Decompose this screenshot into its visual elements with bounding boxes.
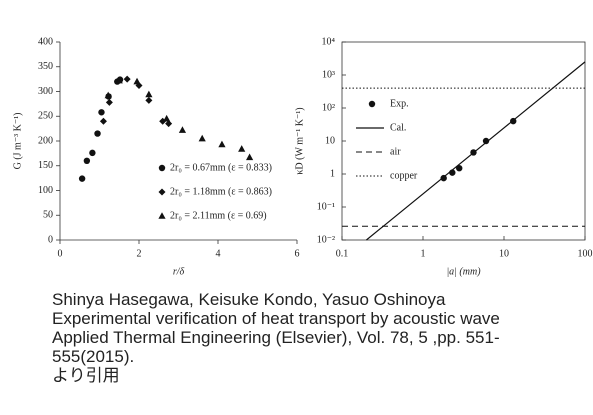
caption-line: より引用 — [52, 366, 120, 385]
legend-label: 2r₀ = 1.18mm (ε = 0.863) — [170, 186, 272, 197]
legend-label: Cal. — [390, 122, 406, 133]
y-tick-label: 50 — [43, 210, 53, 221]
x-tick-label: 0.1 — [336, 248, 349, 259]
marker — [218, 140, 226, 148]
marker — [246, 153, 254, 161]
x-tick-label: 4 — [216, 248, 221, 259]
caption-line: Shinya Hasegawa, Keisuke Kondo, Yasuo Os… — [52, 290, 446, 309]
marker — [98, 109, 105, 116]
plot-frame — [341, 41, 586, 241]
marker — [198, 134, 206, 142]
y-tick-label: 10⁴ — [322, 36, 336, 47]
marker — [123, 75, 131, 83]
y-axis-label: G (J m⁻³ K⁻¹) — [12, 113, 23, 170]
y-tick-label: 250 — [38, 111, 53, 122]
y-tick-label: 10² — [322, 102, 335, 113]
legend-label: air — [390, 146, 401, 157]
x-tick-label: 100 — [578, 248, 593, 259]
x-tick-label: 0 — [58, 248, 63, 259]
y-axis-label: κD (W m⁻¹ K⁻¹) — [294, 107, 305, 174]
legend-marker — [368, 100, 376, 108]
y-tick-label: 0 — [48, 234, 53, 245]
x-tick-label: 10 — [499, 248, 509, 259]
marker — [482, 137, 490, 145]
marker — [238, 145, 246, 152]
page: {"chart_data": [ {"type": "scatter", "x_… — [12, 36, 593, 385]
y-tick-label: 10 — [325, 135, 335, 146]
y-tick-label: 100 — [38, 185, 53, 196]
caption-line: Experimental verification of heat transp… — [52, 309, 500, 328]
legend-label: 2r₀ = 2.11mm (ε = 0.69) — [170, 210, 267, 221]
y-tick-label: 400 — [38, 36, 53, 47]
marker — [89, 149, 96, 157]
charts: 0 2 4 6 0 50 100 150 200 250 300 350 400 r/δ G (J m⁻³ … — [12, 36, 593, 277]
y-tick-label: 150 — [38, 160, 53, 171]
marker — [83, 157, 91, 164]
legend-marker — [158, 212, 166, 219]
caption-line: Applied Thermal Engineering (Elsevier), … — [52, 328, 500, 347]
x-tick-label: 1 — [421, 248, 426, 259]
marker — [94, 130, 101, 137]
marker — [105, 98, 113, 106]
y-tick-label: 350 — [38, 61, 53, 72]
x-axis-label: r/δ — [173, 266, 185, 277]
legend-label: 2r₀ = 0.67mm (ε = 0.833) — [170, 162, 272, 173]
x-tick-label: 6 — [295, 248, 300, 259]
marker — [104, 91, 112, 99]
marker — [133, 77, 141, 85]
y-tick-label: 10³ — [322, 69, 335, 80]
series-line — [366, 61, 586, 241]
x-axis-label: |a| (mm) — [446, 266, 481, 277]
y-tick-label: 10⁻² — [317, 234, 335, 245]
marker — [145, 90, 153, 98]
marker — [99, 117, 107, 125]
caption: Shinya Hasegawa, Keisuke Kondo, Yasuo Os… — [52, 290, 592, 385]
marker — [165, 120, 173, 128]
y-tick-label: 10⁻¹ — [317, 201, 335, 212]
y-tick-label: 1 — [330, 168, 335, 179]
marker — [163, 114, 171, 122]
marker — [115, 76, 123, 84]
legend-label: Exp. — [390, 98, 409, 109]
marker — [440, 174, 447, 182]
marker — [78, 175, 86, 182]
marker — [178, 126, 187, 133]
y-tick-label: 300 — [38, 86, 53, 97]
marker — [145, 96, 153, 104]
marker — [456, 164, 463, 172]
legend-label: copper — [390, 170, 418, 181]
x-tick-label: 2 — [137, 248, 142, 259]
y-tick-label: 200 — [38, 135, 53, 146]
legend-marker — [158, 164, 166, 172]
legend-marker — [158, 188, 166, 196]
caption-line: 555(2015). — [52, 347, 135, 366]
